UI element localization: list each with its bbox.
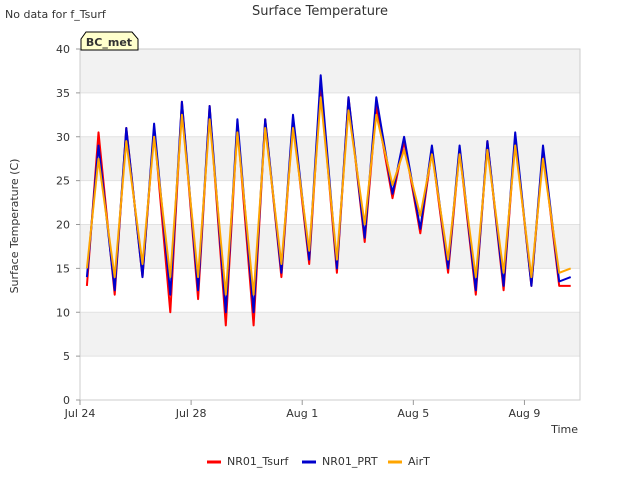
background-band	[80, 136, 580, 181]
series-lines	[85, 74, 572, 327]
background-band	[80, 49, 580, 93]
no-data-note: No data for f_Tsurf	[5, 8, 107, 21]
y-axis-ticks: 0 5 10 15 20 25 30 35 40	[56, 43, 80, 407]
y-tick-label: 10	[56, 306, 70, 319]
series-line-airt	[85, 96, 572, 296]
x-axis-label: Time	[550, 423, 578, 436]
y-tick-label: 35	[56, 87, 70, 100]
y-tick-label: 30	[56, 131, 70, 144]
bc-met-badge: BC_met	[80, 31, 139, 51]
y-tick-label: 25	[56, 175, 70, 188]
y-tick-label: 5	[63, 350, 70, 363]
badge-label: BC_met	[86, 36, 132, 49]
y-tick-label: 0	[63, 394, 70, 407]
legend-label: AirT	[408, 455, 430, 468]
legend-label: NR01_PRT	[322, 455, 378, 468]
x-tick-label: Jul 24	[64, 407, 96, 420]
legend-label: NR01_Tsurf	[227, 455, 289, 468]
legend: NR01_Tsurf NR01_PRT AirT	[207, 455, 430, 468]
x-axis-ticks: Jul 24 Jul 28 Aug 1 Aug 5 Aug 9	[64, 400, 540, 420]
x-tick-label: Aug 5	[397, 407, 429, 420]
y-tick-label: 15	[56, 262, 70, 275]
badge-shape	[80, 31, 139, 51]
x-tick-label: Aug 9	[508, 407, 540, 420]
y-tick-label: 20	[56, 219, 70, 232]
background-band	[80, 312, 580, 357]
x-tick-label: Jul 28	[175, 407, 207, 420]
chart-title: Surface Temperature	[252, 4, 388, 19]
y-tick-label: 40	[56, 43, 70, 56]
y-axis-label: Surface Temperature (C)	[8, 159, 21, 294]
x-tick-label: Aug 1	[286, 407, 318, 420]
series-line-nr01-tsurf	[85, 83, 571, 327]
